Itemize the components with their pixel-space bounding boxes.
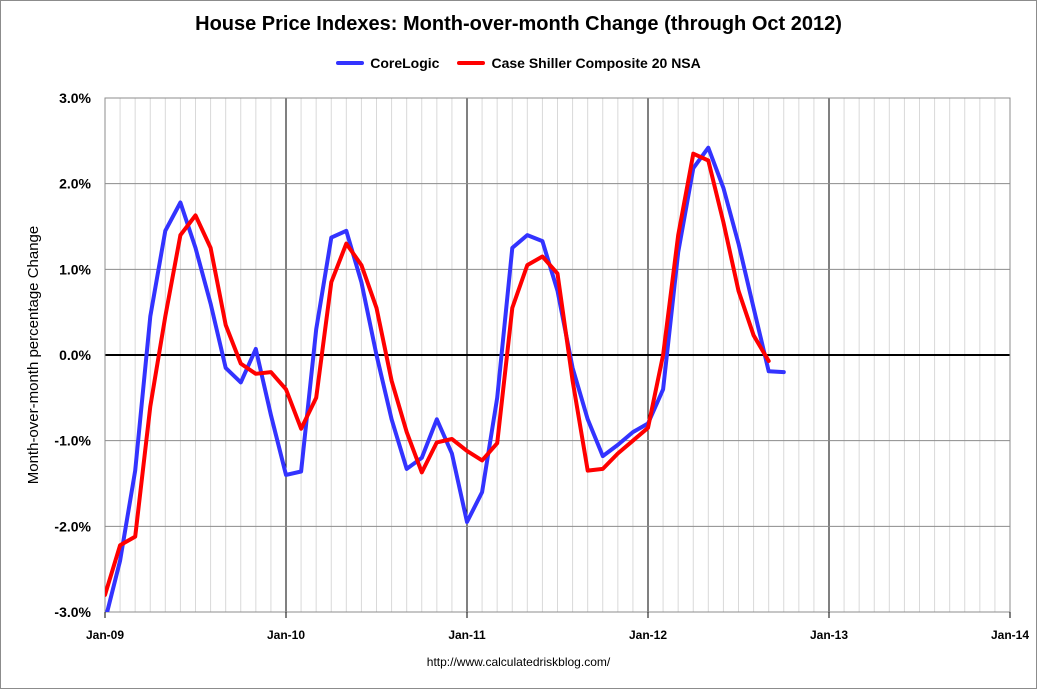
- chart-title: House Price Indexes: Month-over-month Ch…: [195, 13, 842, 35]
- legend-label-case-shiller: Case Shiller Composite 20 NSA: [491, 55, 701, 71]
- y-axis-label: Month-over-month percentage Change: [25, 226, 42, 485]
- y-tick-label: -1.0%: [54, 433, 91, 449]
- legend-item-corelogic: CoreLogic: [336, 55, 439, 71]
- legend-swatch-case-shiller: [457, 61, 486, 65]
- plot-border: [104, 97, 1011, 613]
- series-line-corelogic: [105, 145, 786, 612]
- x-tick-label: Jan-09: [86, 628, 124, 642]
- x-tick-label: Jan-11: [448, 628, 486, 642]
- y-tick-label: 1.0%: [59, 261, 91, 277]
- y-tick-label: -3.0%: [54, 604, 91, 620]
- y-tick-label: 3.0%: [59, 90, 91, 106]
- y-tick-label: 0.0%: [59, 347, 91, 363]
- legend-swatch-corelogic: [336, 61, 365, 65]
- x-tick-label: Jan-10: [267, 628, 305, 642]
- y-tick-label: -2.0%: [54, 518, 91, 534]
- legend-item-case-shiller: Case Shiller Composite 20 NSA: [457, 55, 701, 71]
- x-tick-label: Jan-14: [991, 628, 1029, 642]
- y-tick-label: 2.0%: [59, 176, 91, 192]
- chart-legend: CoreLogic Case Shiller Composite 20 NSA: [1, 55, 1036, 71]
- x-tick-label: Jan-13: [810, 628, 848, 642]
- legend-label-corelogic: CoreLogic: [370, 55, 440, 71]
- source-url: http://www.calculatedriskblog.com/: [426, 655, 611, 669]
- series-line-case-shiller: [105, 151, 771, 597]
- x-tick-label: Jan-12: [629, 628, 667, 642]
